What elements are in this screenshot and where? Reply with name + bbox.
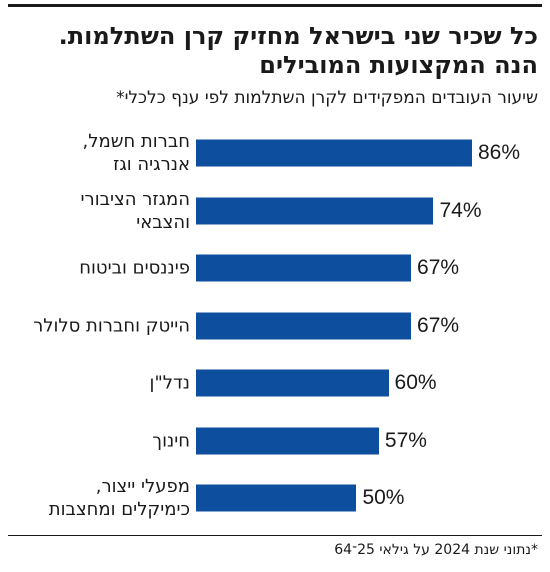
chart-title: כל שכיר שני בישראל מחזיק קרן השתלמות. הנ… — [58, 22, 538, 79]
bar — [196, 484, 357, 512]
value-label: 74% — [439, 198, 482, 222]
footnote: *נתוני שנת 2024 על גילאי 25־64 — [334, 542, 538, 558]
bar — [196, 312, 412, 339]
category-label: הייטק וחברות סלולר — [33, 315, 190, 336]
value-label: 86% — [478, 141, 521, 164]
category-label: פיננסים וביטוח — [79, 257, 190, 279]
bar — [196, 427, 379, 454]
value-label: 50% — [362, 486, 405, 509]
value-label: 57% — [384, 428, 427, 452]
bar — [196, 369, 389, 397]
category-label: נדל"ן — [149, 372, 190, 394]
category-label: חינוך — [152, 430, 190, 451]
chart-subtitle: שיעור העובדים המפקידים לקרן השתלמות לפי … — [116, 88, 538, 108]
bottom-rule — [8, 535, 542, 536]
value-label: 67% — [417, 256, 460, 279]
category-label: חברות חשמל, אנרגיה וגז — [82, 131, 190, 175]
bar — [196, 254, 412, 282]
category-label: מפעלי ייצור, כימיקלים ומחצבות — [48, 476, 190, 520]
value-label: 60% — [394, 371, 437, 394]
top-rule — [8, 4, 542, 7]
value-label: 67% — [417, 313, 460, 337]
bar — [196, 197, 434, 224]
category-label: המגזר הציבורי והצבאי — [80, 188, 190, 233]
bar — [196, 139, 472, 167]
